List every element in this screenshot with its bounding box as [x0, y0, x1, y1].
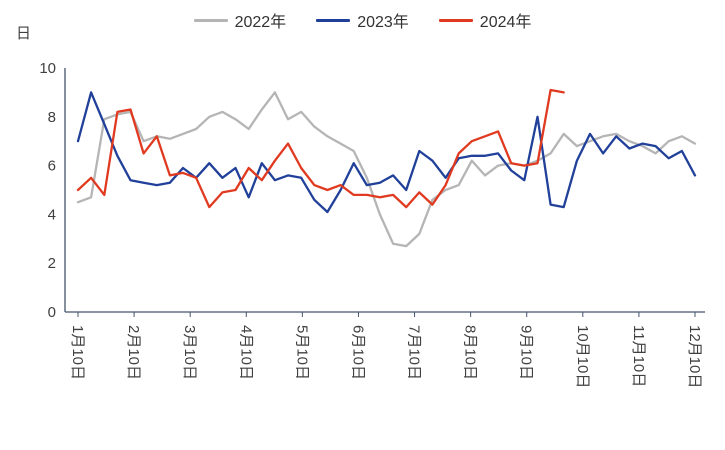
legend-label-2023: 2023年 — [357, 14, 409, 31]
legend-item-2023: 2023年 — [316, 8, 409, 32]
legend-line-swatch-2023 — [316, 18, 351, 22]
y-tick-label: 2 — [48, 255, 56, 272]
x-tick-label: 1月10日 — [69, 325, 86, 380]
x-tick-label: 8月10日 — [462, 325, 479, 380]
y-tick-label: 10 — [39, 60, 56, 77]
legend-item-2024: 2024年 — [438, 8, 532, 32]
legend-label-2024: 2024年 — [479, 14, 532, 31]
legend-label-2022: 2022年 — [234, 14, 287, 31]
series-line-2022年 — [76, 91, 697, 248]
y-tick-label: 6 — [48, 158, 56, 175]
x-tick-label: 7月10日 — [406, 325, 423, 380]
legend: 2022年 2023年 2024年 — [0, 8, 725, 32]
x-tick-label: 5月10日 — [293, 325, 310, 380]
series-line-2023年 — [76, 91, 697, 214]
y-tick-label: 0 — [48, 304, 56, 321]
x-tick-label: 2月10日 — [125, 325, 142, 380]
legend-line-swatch-2024 — [438, 18, 473, 22]
legend-line-swatch-2022 — [193, 18, 228, 22]
x-tick-label: 9月10日 — [518, 325, 535, 380]
x-tick-label: 11月10日 — [630, 325, 647, 387]
x-tick-label: 4月10日 — [237, 325, 254, 380]
legend-item-2022: 2022年 — [193, 8, 287, 32]
x-tick-label: 3月10日 — [181, 325, 198, 380]
y-tick-label: 8 — [48, 109, 56, 126]
x-tick-label: 10月10日 — [574, 325, 591, 388]
y-axis-unit-label: 日 — [16, 25, 32, 42]
y-tick-label: 4 — [48, 206, 56, 223]
x-tick-label: 6月10日 — [349, 325, 366, 380]
series-line-2024年 — [76, 88, 565, 209]
x-tick-label: 12月10日 — [686, 325, 703, 388]
